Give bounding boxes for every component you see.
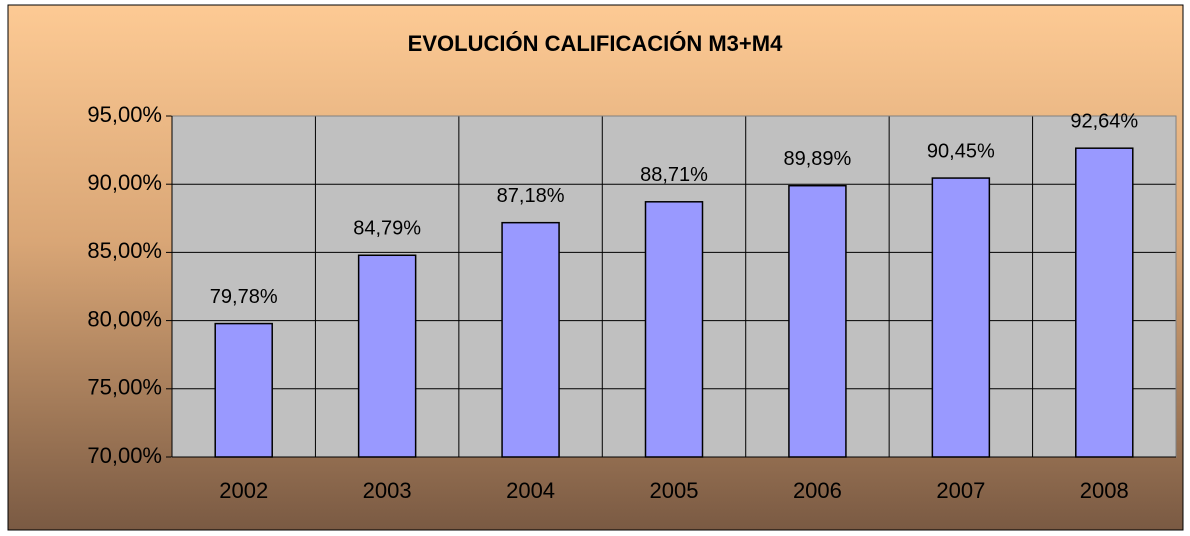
x-tick-label: 2003 [363,478,412,503]
x-tick-label: 2008 [1080,478,1129,503]
bar [788,184,847,458]
bar [357,254,417,458]
x-tick-label: 2006 [793,478,842,503]
bar [644,201,704,458]
x-tick-label: 2005 [650,478,699,503]
data-label: 79,78% [210,286,278,308]
x-tick-label: 2002 [219,478,268,503]
data-label: 87,18% [497,185,565,207]
data-label: 89,89% [784,148,852,170]
y-tick-label: 85,00% [87,238,162,263]
y-tick-label: 80,00% [87,306,162,331]
data-label: 92,64% [1070,110,1138,132]
y-tick-label: 90,00% [87,170,162,195]
x-tick-label: 2004 [506,478,555,503]
bar [1075,147,1134,458]
data-label: 88,71% [640,164,708,186]
data-label: 84,79% [353,218,421,240]
data-label: 90,45% [927,140,995,162]
y-tick-label: 70,00% [87,443,162,468]
y-tick-label: 75,00% [87,375,162,400]
bar [501,221,560,458]
chart-title: EVOLUCIÓN CALIFICACIÓN M3+M4 [408,31,783,56]
x-tick-label: 2007 [936,478,985,503]
bar [214,322,273,458]
y-tick-label: 95,00% [87,102,162,127]
bar [931,177,991,458]
